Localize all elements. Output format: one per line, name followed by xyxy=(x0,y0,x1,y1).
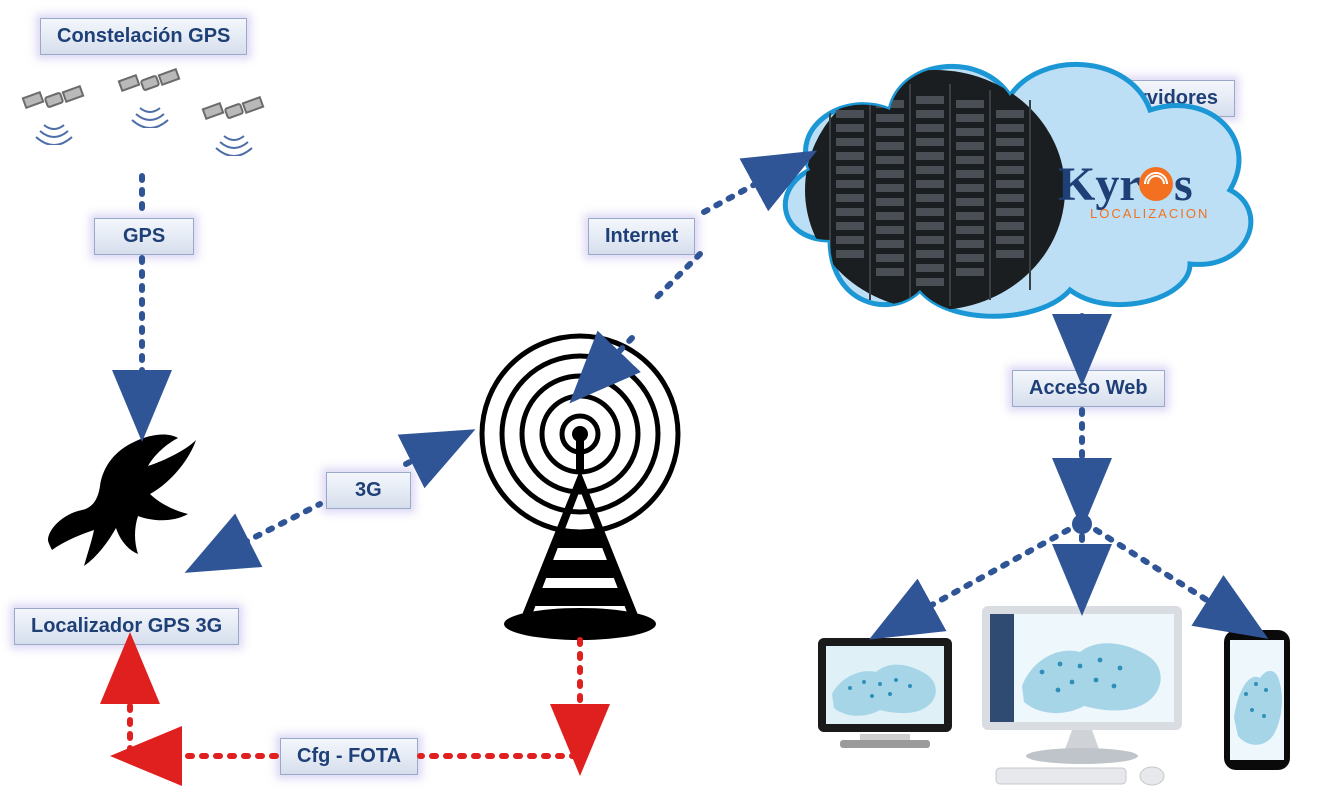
label-gps: GPS xyxy=(94,218,194,255)
kyros-subtext: LOCALIZACION xyxy=(1090,206,1209,221)
label-internet: Internet xyxy=(588,218,695,255)
phone-icon xyxy=(1220,628,1294,779)
diagram-stage: Constelación GPS GPS Localizador GPS 3G … xyxy=(0,0,1323,795)
label-gps-constellation: Constelación GPS xyxy=(40,18,247,55)
cell-tower-icon xyxy=(450,320,710,645)
bird-icon xyxy=(38,430,198,585)
tablet-icon xyxy=(810,634,960,769)
label-3g: 3G xyxy=(326,472,411,509)
desktop-monitor-icon xyxy=(972,600,1192,795)
cloud-servers-icon: Kyr s LOCALIZACION xyxy=(770,40,1270,335)
hub-node-icon xyxy=(1072,514,1092,534)
satellite-icon xyxy=(200,96,270,151)
satellite-icon xyxy=(20,85,90,140)
svg-text:s: s xyxy=(1174,158,1193,211)
svg-text:Kyr: Kyr xyxy=(1058,158,1141,211)
label-locator: Localizador GPS 3G xyxy=(14,608,239,645)
satellite-icon xyxy=(116,68,186,123)
label-web-access: Acceso Web xyxy=(1012,370,1165,407)
label-cfg-fota: Cfg - FOTA xyxy=(280,738,418,775)
